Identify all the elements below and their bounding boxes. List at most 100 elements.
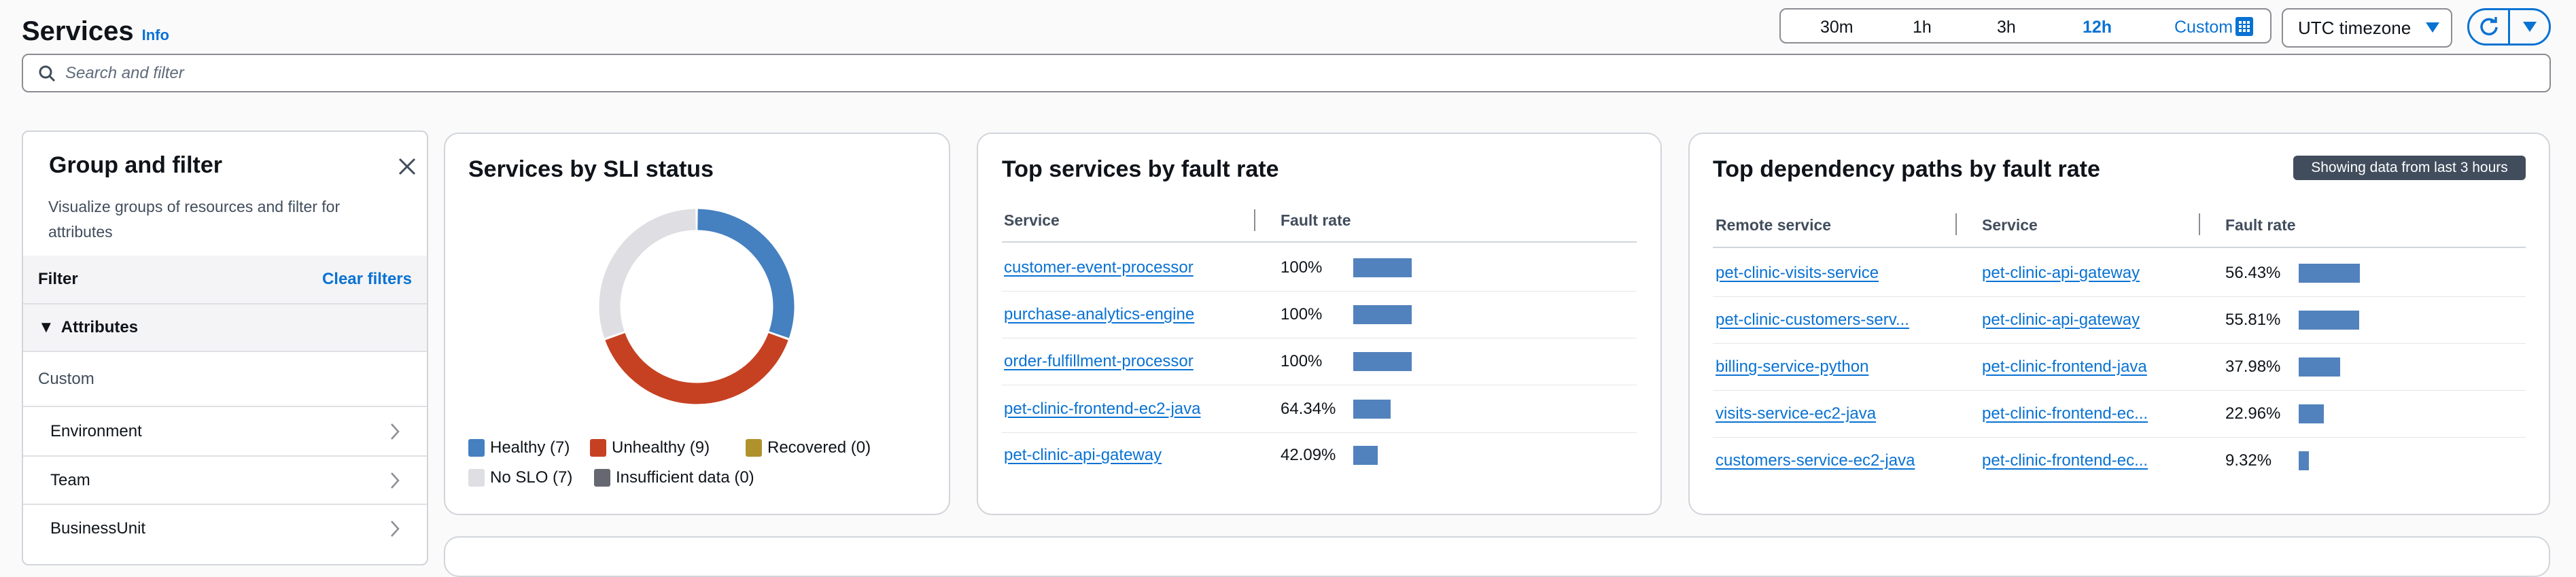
search-input[interactable]: Search and filter <box>22 54 2551 92</box>
fault-rate-value: 22.96% <box>2225 404 2281 423</box>
time-option-custom[interactable]: Custom <box>2174 18 2233 37</box>
service-link[interactable]: pet-clinic-frontend-ec... <box>1982 404 2148 423</box>
service-link[interactable]: pet-clinic-api-gateway <box>1982 264 2140 282</box>
chevron-right-icon <box>391 472 400 489</box>
legend-swatch <box>590 439 606 457</box>
row-divider <box>1002 432 1637 433</box>
legend-item: Insufficient data (0) <box>594 468 754 487</box>
chevron-right-icon <box>391 521 400 537</box>
donut-segment-no-slo[interactable] <box>599 209 696 338</box>
column-header-fault-rate[interactable]: Fault rate <box>2225 216 2296 234</box>
top-services-card <box>977 133 1662 515</box>
group-and-filter-panel: Group and filter Visualize groups of res… <box>22 130 428 565</box>
filter-header: Filter Clear filters <box>23 256 427 303</box>
column-divider[interactable] <box>1254 209 1255 231</box>
legend-item: Recovered (0) <box>746 438 871 457</box>
attribute-team[interactable]: Team <box>23 455 427 504</box>
column-divider[interactable] <box>2199 213 2200 235</box>
next-card <box>444 536 2550 577</box>
column-header-service[interactable]: Service <box>1004 211 1060 229</box>
remote-service-link[interactable]: visits-service-ec2-java <box>1716 404 1877 423</box>
legend-swatch <box>468 439 485 457</box>
fault-rate-bar <box>2299 451 2309 470</box>
row-divider <box>1713 296 2526 297</box>
caret-down-icon: ▼ <box>38 318 54 336</box>
legend-label: Unhealthy (9) <box>612 438 710 457</box>
attribute-environment[interactable]: Environment <box>23 406 427 455</box>
sli-status-card <box>444 133 950 515</box>
panel-description: Visualize groups of resources and filter… <box>48 198 341 241</box>
service-link[interactable]: pet-clinic-frontend-ec2-java <box>1004 400 1201 418</box>
time-range-selector: 30m 1h 3h 12h Custom <box>1779 8 2272 43</box>
donut-segment-healthy[interactable] <box>697 209 795 338</box>
legend-swatch <box>594 469 610 487</box>
service-link[interactable]: pet-clinic-api-gateway <box>1004 446 1162 464</box>
remote-service-link[interactable]: billing-service-python <box>1716 357 1869 376</box>
legend-label: No SLO (7) <box>490 468 573 487</box>
fault-rate-bar <box>2299 264 2361 283</box>
time-option-3h[interactable]: 3h <box>1997 18 2016 37</box>
legend-label: Recovered (0) <box>767 438 871 457</box>
fault-rate-value: 56.43% <box>2225 264 2281 282</box>
time-option-1h[interactable]: 1h <box>1913 18 1932 37</box>
remote-service-link[interactable]: pet-clinic-customers-serv... <box>1716 311 1909 329</box>
custom-label: Custom <box>23 351 427 406</box>
service-link[interactable]: pet-clinic-api-gateway <box>1982 311 2140 329</box>
service-link[interactable]: customer-event-processor <box>1004 258 1194 277</box>
column-header-remote-service[interactable]: Remote service <box>1716 216 1832 234</box>
legend-item: Unhealthy (9) <box>590 438 710 457</box>
fault-rate-bar <box>1353 446 1378 465</box>
caret-down-icon <box>2426 22 2440 33</box>
fault-rate-value: 37.98% <box>2225 357 2281 376</box>
donut-segment-unhealthy[interactable] <box>605 332 788 404</box>
time-option-12h[interactable]: 12h <box>2083 18 2112 37</box>
close-icon[interactable] <box>398 158 416 175</box>
search-icon <box>39 65 56 82</box>
clear-filters-link[interactable]: Clear filters <box>321 270 412 288</box>
fault-rate-value: 9.32% <box>2225 451 2272 470</box>
chevron-right-icon <box>391 423 400 440</box>
fault-rate-bar <box>1353 352 1412 371</box>
service-link[interactable]: purchase-analytics-engine <box>1004 305 1195 324</box>
data-range-badge: Showing data from last 3 hours <box>2293 156 2526 180</box>
fault-rate-value: 100% <box>1281 258 1323 277</box>
legend-swatch <box>468 469 485 487</box>
fault-rate-bar <box>2299 311 2360 330</box>
refresh-button[interactable] <box>2469 10 2510 43</box>
service-link[interactable]: pet-clinic-frontend-java <box>1982 357 2147 376</box>
fault-rate-bar <box>1353 305 1412 324</box>
caret-down-icon <box>2522 21 2537 32</box>
refresh-split-button <box>2467 8 2551 46</box>
fault-rate-bar <box>2299 404 2324 423</box>
refresh-options-button[interactable] <box>2510 10 2549 43</box>
time-option-30m[interactable]: 30m <box>1820 18 1853 37</box>
top-dependencies-card <box>1688 133 2550 515</box>
sli-donut-chart <box>599 209 795 404</box>
top-services-title: Top services by fault rate <box>1002 156 1279 182</box>
column-header-service[interactable]: Service <box>1982 216 2038 234</box>
remote-service-link[interactable]: pet-clinic-visits-service <box>1716 264 1879 282</box>
service-link[interactable]: pet-clinic-frontend-ec... <box>1982 451 2148 470</box>
legend-label: Healthy (7) <box>490 438 570 457</box>
fault-rate-value: 55.81% <box>2225 311 2281 329</box>
remote-service-link[interactable]: customers-service-ec2-java <box>1716 451 1915 470</box>
fault-rate-bar <box>1353 258 1412 277</box>
fault-rate-bar <box>1353 400 1391 419</box>
fault-rate-bar <box>2299 357 2340 377</box>
sli-card-title: Services by SLI status <box>468 156 714 182</box>
column-divider[interactable] <box>1955 213 1957 235</box>
top-dependencies-title: Top dependency paths by fault rate <box>1713 156 2100 182</box>
header-divider <box>1002 241 1637 243</box>
column-header-fault-rate[interactable]: Fault rate <box>1281 211 1351 229</box>
legend-label: Insufficient data (0) <box>616 468 754 487</box>
fault-rate-value: 100% <box>1281 305 1323 324</box>
service-link[interactable]: order-fulfillment-processor <box>1004 352 1194 370</box>
attributes-toggle[interactable]: ▼ Attributes <box>23 303 427 351</box>
panel-title: Group and filter <box>49 152 222 178</box>
timezone-select[interactable]: UTC timezone <box>2282 8 2452 48</box>
row-divider <box>1713 437 2526 438</box>
info-link[interactable]: Info <box>141 27 169 43</box>
attribute-businessunit[interactable]: BusinessUnit <box>23 504 427 553</box>
calendar-icon[interactable] <box>2235 16 2254 41</box>
fault-rate-value: 42.09% <box>1281 446 1336 464</box>
